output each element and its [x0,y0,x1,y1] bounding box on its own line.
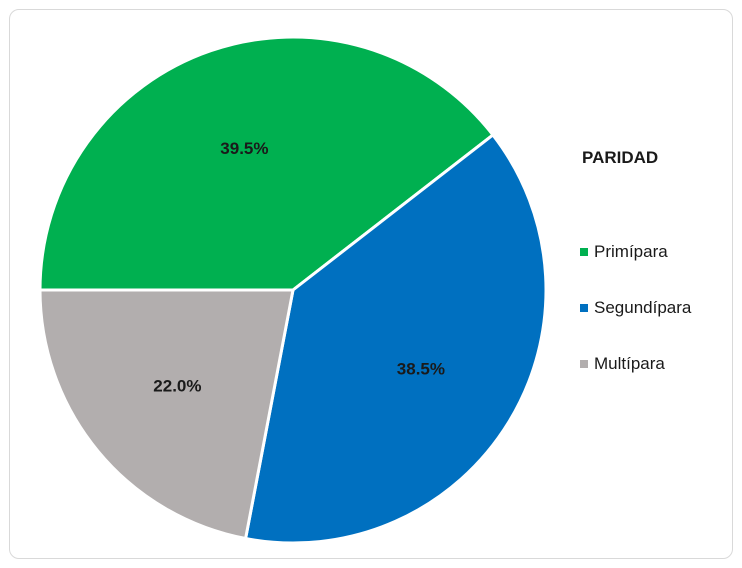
legend-item-primipara: Primípara [580,238,730,266]
legend-item-multipara: Multípara [580,350,730,378]
pie-slice-multipara [38,288,295,541]
legend-item-segundipara: Segundípara [580,294,730,322]
pie-slice-primipara [38,35,495,292]
legend: PARIDAD Primípara Segundípara Multípara [580,148,730,406]
legend-swatch-primipara [580,248,588,256]
legend-label-multipara: Multípara [594,354,665,373]
data-label-primipara: 39.5% [220,139,268,158]
legend-label-segundipara: Segundípara [594,298,692,317]
data-label-multipara: 22.0% [153,377,201,396]
pie-slice-segundipara [244,133,548,545]
legend-swatch-multipara [580,360,588,368]
legend-title: PARIDAD [582,148,659,167]
data-label-segundipara: 38.5% [397,359,445,378]
legend-label-primipara: Primípara [594,242,668,261]
legend-items: Primípara Segundípara Multípara [580,238,730,378]
legend-swatch-segundipara [580,304,588,312]
